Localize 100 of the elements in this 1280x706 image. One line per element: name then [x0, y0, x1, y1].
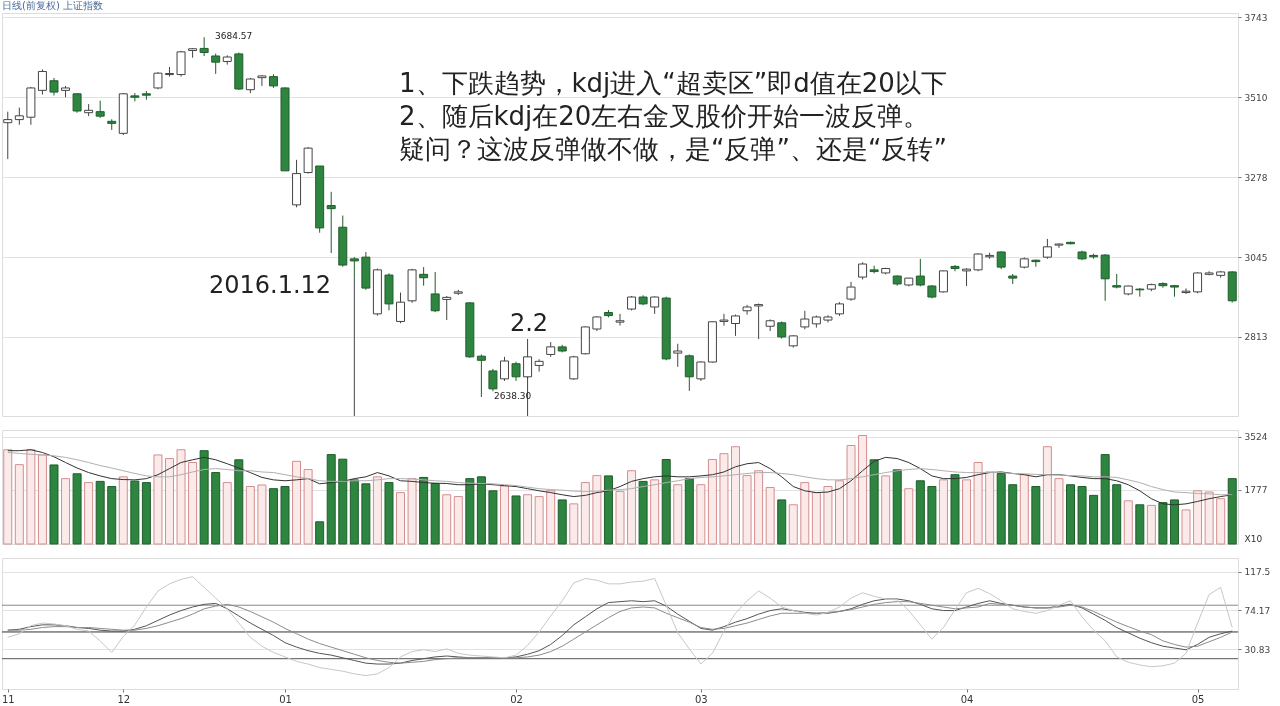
annotation: 2、随后kdj在20左右金叉股价开始一波反弹。	[399, 101, 930, 131]
bar	[834, 480, 844, 545]
bar	[546, 490, 556, 545]
bar	[349, 479, 359, 545]
bar	[419, 476, 429, 545]
candlestick	[349, 256, 359, 279]
bar	[292, 460, 302, 545]
candlestick	[1100, 253, 1110, 302]
bar	[1077, 486, 1087, 545]
bar	[592, 475, 602, 545]
bar	[938, 479, 948, 545]
bar	[962, 479, 972, 545]
bar	[858, 434, 868, 545]
bar	[372, 476, 382, 545]
bar	[384, 482, 394, 545]
bar	[476, 476, 486, 545]
x-tick-label: 02	[510, 693, 523, 705]
line-series	[7, 452, 1233, 496]
candlestick	[488, 368, 498, 392]
bar	[153, 454, 163, 545]
bar	[430, 483, 440, 545]
bar	[499, 485, 509, 545]
bar	[465, 478, 475, 545]
candlestick	[615, 313, 625, 327]
bar	[707, 458, 717, 545]
annotation: 2016.1.12	[208, 271, 332, 299]
bar	[199, 450, 209, 545]
bar	[731, 446, 741, 545]
candlestick	[211, 53, 221, 75]
y-tick-label: 30.83	[1244, 644, 1271, 655]
x-tick-label: 01	[279, 693, 292, 705]
bar	[1135, 504, 1145, 545]
candlestick	[696, 360, 706, 382]
bar	[1112, 484, 1122, 545]
bar	[1100, 454, 1110, 545]
bar	[673, 484, 683, 545]
bar	[211, 472, 221, 545]
y-tick-label: 1777	[1244, 485, 1268, 496]
bar	[3, 449, 13, 545]
bar	[1008, 484, 1018, 545]
candlestick	[476, 353, 486, 398]
bar	[985, 471, 995, 545]
line-series	[7, 576, 1233, 677]
candlestick	[37, 68, 47, 95]
bar	[49, 464, 59, 545]
candlestick	[326, 191, 336, 254]
bar	[511, 495, 521, 545]
bar	[72, 473, 82, 545]
candlestick	[430, 271, 440, 313]
bar	[742, 475, 752, 545]
annotation: 1、下跌趋势，kdj进入“超卖区”即d值在20以下	[399, 68, 947, 98]
bar	[268, 488, 278, 545]
bar	[1193, 490, 1203, 545]
bar	[488, 490, 498, 545]
bar	[1054, 478, 1064, 545]
candlestick	[1158, 281, 1168, 289]
bar	[950, 474, 960, 545]
candlestick	[1054, 242, 1064, 249]
bar	[1042, 446, 1052, 545]
bar	[1204, 491, 1214, 545]
bar	[26, 449, 36, 545]
bar	[257, 484, 267, 545]
candlestick	[1181, 287, 1191, 295]
candlestick	[800, 310, 810, 330]
bar	[141, 482, 151, 545]
bar	[303, 469, 313, 545]
bar	[1089, 494, 1099, 545]
bar	[534, 496, 544, 545]
candlestick	[938, 270, 948, 294]
bar	[615, 490, 625, 545]
candlestick	[950, 264, 960, 272]
bar	[650, 479, 660, 545]
x-tick-label: 03	[694, 693, 708, 705]
candlestick	[754, 303, 764, 340]
bar	[442, 494, 452, 545]
bar	[881, 475, 891, 545]
bar	[1227, 478, 1237, 545]
bar	[61, 478, 71, 545]
chart-title: 日线(前复权) 上证指数	[2, 0, 103, 11]
bar	[904, 488, 914, 545]
bar	[569, 503, 579, 545]
bar	[95, 480, 105, 545]
bar	[165, 458, 174, 545]
candlestick	[257, 74, 267, 87]
bar	[176, 449, 186, 545]
bar	[326, 454, 336, 545]
bar	[800, 482, 810, 545]
candlestick	[499, 356, 509, 382]
bar	[811, 492, 821, 545]
y-tick-label: 74.17	[1244, 605, 1271, 616]
bar	[996, 472, 1006, 545]
x-tick-label: 11	[1, 693, 15, 705]
annotation: 2.2	[509, 309, 549, 337]
bar	[118, 476, 128, 545]
bar	[361, 483, 371, 545]
bar	[1031, 486, 1041, 545]
bar	[869, 459, 879, 545]
candlestick	[1031, 259, 1041, 268]
bar	[1146, 504, 1156, 545]
bar	[37, 454, 47, 545]
